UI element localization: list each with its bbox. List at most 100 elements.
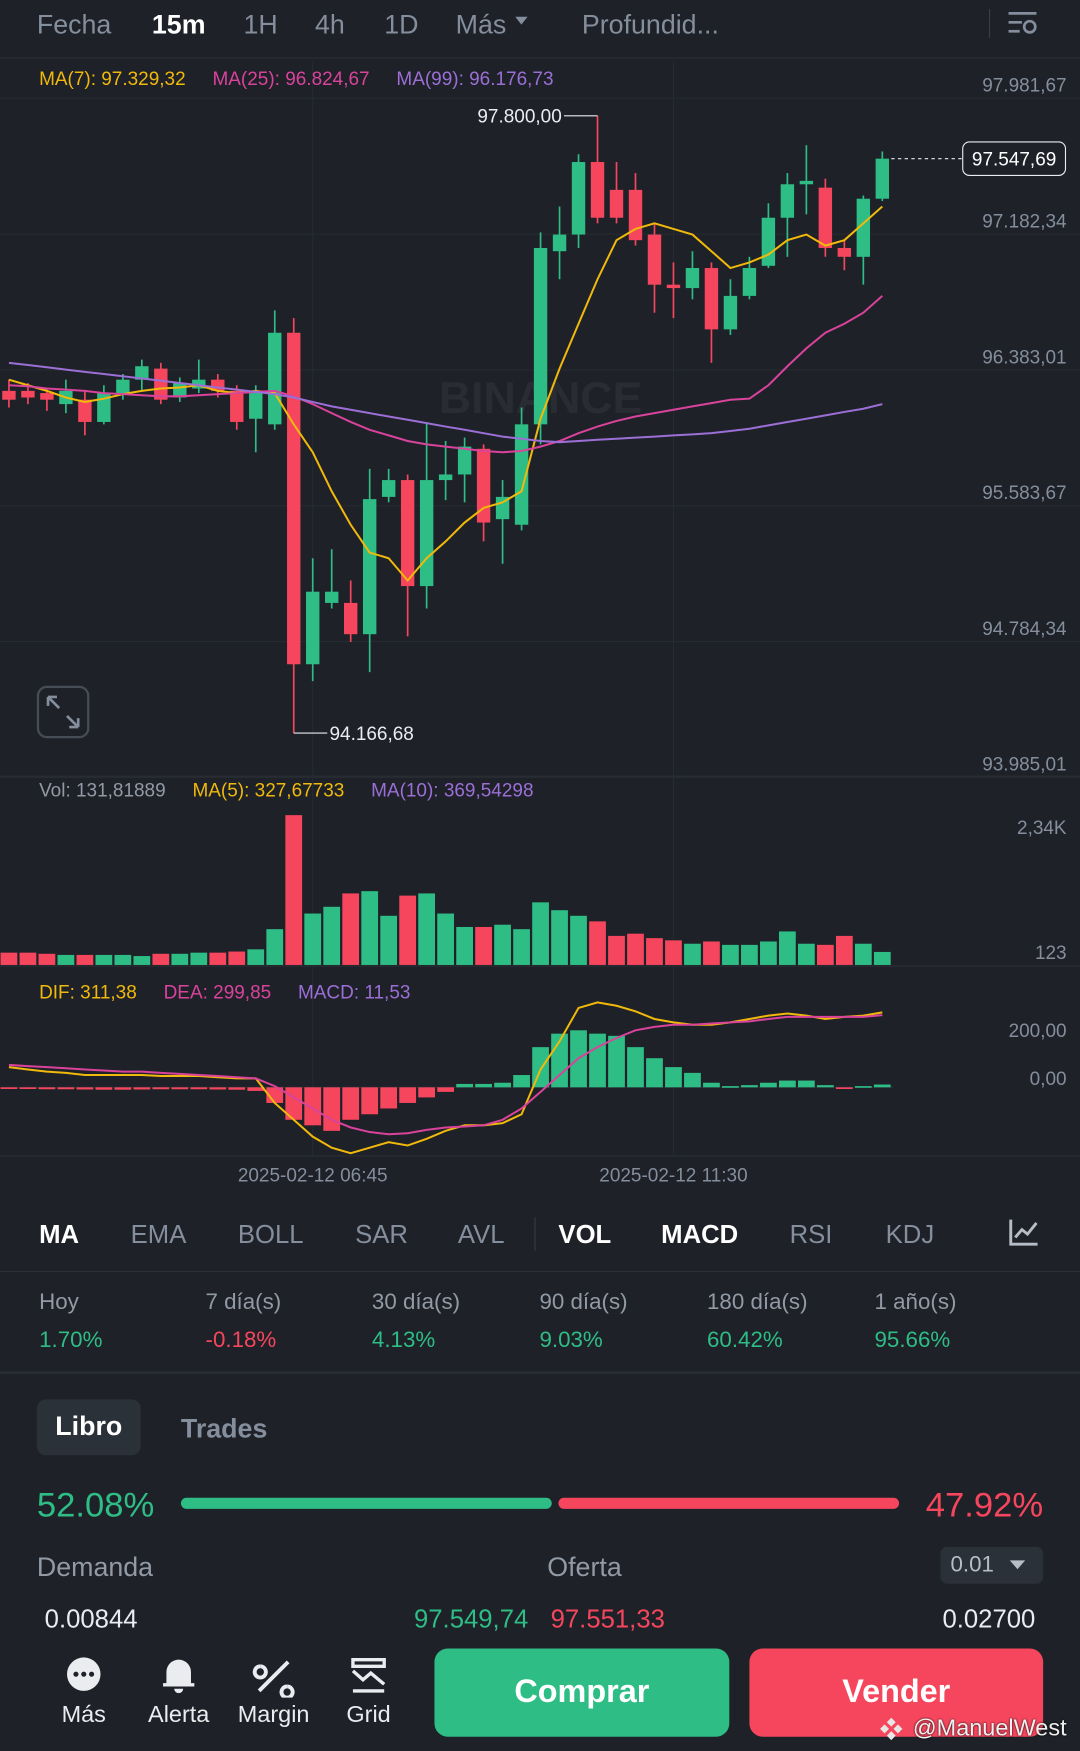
macd-bar: [57, 1087, 75, 1090]
macd-bar: [456, 1083, 473, 1088]
period-label: 180 día(s): [706, 1289, 808, 1315]
candle-body: [40, 393, 54, 400]
macd-bar: [0, 1087, 18, 1089]
indicator-tab[interactable]: AVL: [457, 1219, 505, 1249]
macd-bar: [779, 1080, 796, 1088]
indicator-tab[interactable]: EMA: [130, 1219, 187, 1249]
candle-body: [116, 379, 130, 394]
nav-label[interactable]: Grid: [346, 1702, 391, 1728]
period-label: 7 día(s): [205, 1289, 282, 1315]
macd-bar: [361, 1087, 379, 1115]
indicator-tab[interactable]: RSI: [789, 1219, 833, 1249]
period-label: 1 año(s): [874, 1289, 957, 1315]
buy-button[interactable]: Comprar: [434, 1648, 730, 1737]
macd-bar: [494, 1082, 511, 1088]
y-tick-label: 94.784,34: [982, 619, 1066, 640]
indicator-tab[interactable]: KDJ: [885, 1219, 935, 1249]
interval-tab[interactable]: 1H: [243, 10, 277, 40]
legend-entry: MA(5): 327,67733: [192, 780, 344, 801]
macd-bar: [627, 1047, 644, 1088]
volume-bar: [247, 949, 265, 965]
volume-bar: [304, 913, 322, 965]
book-tab[interactable]: Libro: [36, 1399, 141, 1456]
macd-bar: [399, 1087, 417, 1103]
candle-body: [362, 499, 377, 635]
indicator-tab[interactable]: MACD: [661, 1219, 739, 1249]
interval-tab[interactable]: 4h: [315, 10, 345, 40]
expand-icon[interactable]: [36, 685, 90, 739]
trades-tab[interactable]: Trades: [180, 1413, 268, 1445]
candle-body: [154, 368, 168, 400]
nav-label[interactable]: Más: [61, 1702, 106, 1728]
nav-label[interactable]: Alerta: [148, 1702, 210, 1728]
legend-entry: MA(99): 96.176,73: [396, 69, 553, 90]
volume-bar: [835, 935, 853, 965]
legend-entry: DEA: 299,85: [164, 982, 272, 1003]
interval-tab[interactable]: 15m: [152, 10, 206, 40]
volume-bar: [646, 938, 663, 965]
period-change: 95.66%: [874, 1327, 951, 1353]
indicator-tab[interactable]: BOLL: [237, 1219, 304, 1249]
settings-icon[interactable]: [1008, 12, 1037, 34]
candle-body: [249, 390, 263, 419]
macd-bar: [513, 1075, 530, 1088]
macd-bar: [816, 1085, 834, 1088]
nav-label[interactable]: Margin: [237, 1702, 310, 1728]
volume-bar: [873, 951, 891, 965]
candle-body: [742, 268, 757, 296]
legend-entry: Vol: 131,81889: [39, 780, 166, 801]
macd-bar: [19, 1087, 37, 1089]
volume-bar: [76, 954, 94, 965]
macd-bar: [797, 1080, 815, 1088]
volume-bar: [722, 944, 739, 965]
candle-body: [21, 390, 35, 398]
volume-bar: [19, 952, 37, 965]
interval-tab[interactable]: 1D: [384, 10, 418, 40]
legend-entry: MACD: 11,53: [298, 982, 410, 1003]
macd-bar: [190, 1087, 208, 1090]
period-label: 30 día(s): [371, 1289, 461, 1315]
macd-bar: [228, 1087, 246, 1090]
interval-tab[interactable]: Más: [456, 10, 507, 40]
dropdown-arrow: [515, 16, 528, 25]
macd-bar: [437, 1087, 455, 1092]
precision-select[interactable]: 0.01: [940, 1546, 1044, 1584]
interval-tab[interactable]: Profundid...: [582, 10, 719, 40]
macd-bar: [76, 1087, 94, 1090]
candle-body: [533, 247, 548, 425]
indicator-tab[interactable]: VOL: [558, 1219, 612, 1249]
macd-bar: [38, 1087, 56, 1090]
volume-bar: [627, 933, 644, 965]
y-tick-label: 95.583,67: [982, 483, 1066, 504]
watermark: @ManuelWest: [912, 1715, 1067, 1742]
indicator-line: [8, 205, 883, 583]
indicator-tab[interactable]: SAR: [355, 1219, 408, 1249]
volume-bar: [285, 815, 303, 965]
candle-body: [761, 217, 776, 266]
sell-button[interactable]: Vender: [749, 1648, 1044, 1737]
candle-body: [799, 180, 814, 185]
low-label: 94.166,68: [329, 724, 413, 745]
legend-entry: MA(10): 369,54298: [371, 780, 533, 801]
volume-bar: [209, 952, 227, 965]
volume-bar: [266, 929, 284, 965]
period-change: 1.70%: [39, 1327, 103, 1353]
y-tick-label: 0,00: [1030, 1069, 1067, 1090]
interval-tab[interactable]: Fecha: [37, 10, 112, 40]
candle-body: [287, 332, 301, 665]
macd-bar: [703, 1082, 720, 1088]
indicator-settings-icon[interactable]: [1005, 1215, 1041, 1251]
indicator-tab[interactable]: MA: [39, 1219, 80, 1249]
volume-bar: [494, 924, 511, 965]
volume-bar: [171, 953, 189, 965]
volume-bar: [797, 943, 815, 965]
volume-bar: [95, 954, 113, 965]
macd-bar: [665, 1067, 682, 1088]
volume-bar: [854, 943, 872, 965]
watermark-icon: [880, 1717, 903, 1741]
candle-body: [419, 480, 434, 587]
legend-entry: DIF: 311,38: [39, 982, 137, 1003]
x-tick-label: 2025-02-12 11:30: [599, 1166, 747, 1187]
period-change: 4.13%: [371, 1327, 436, 1353]
candle-body: [325, 591, 339, 603]
